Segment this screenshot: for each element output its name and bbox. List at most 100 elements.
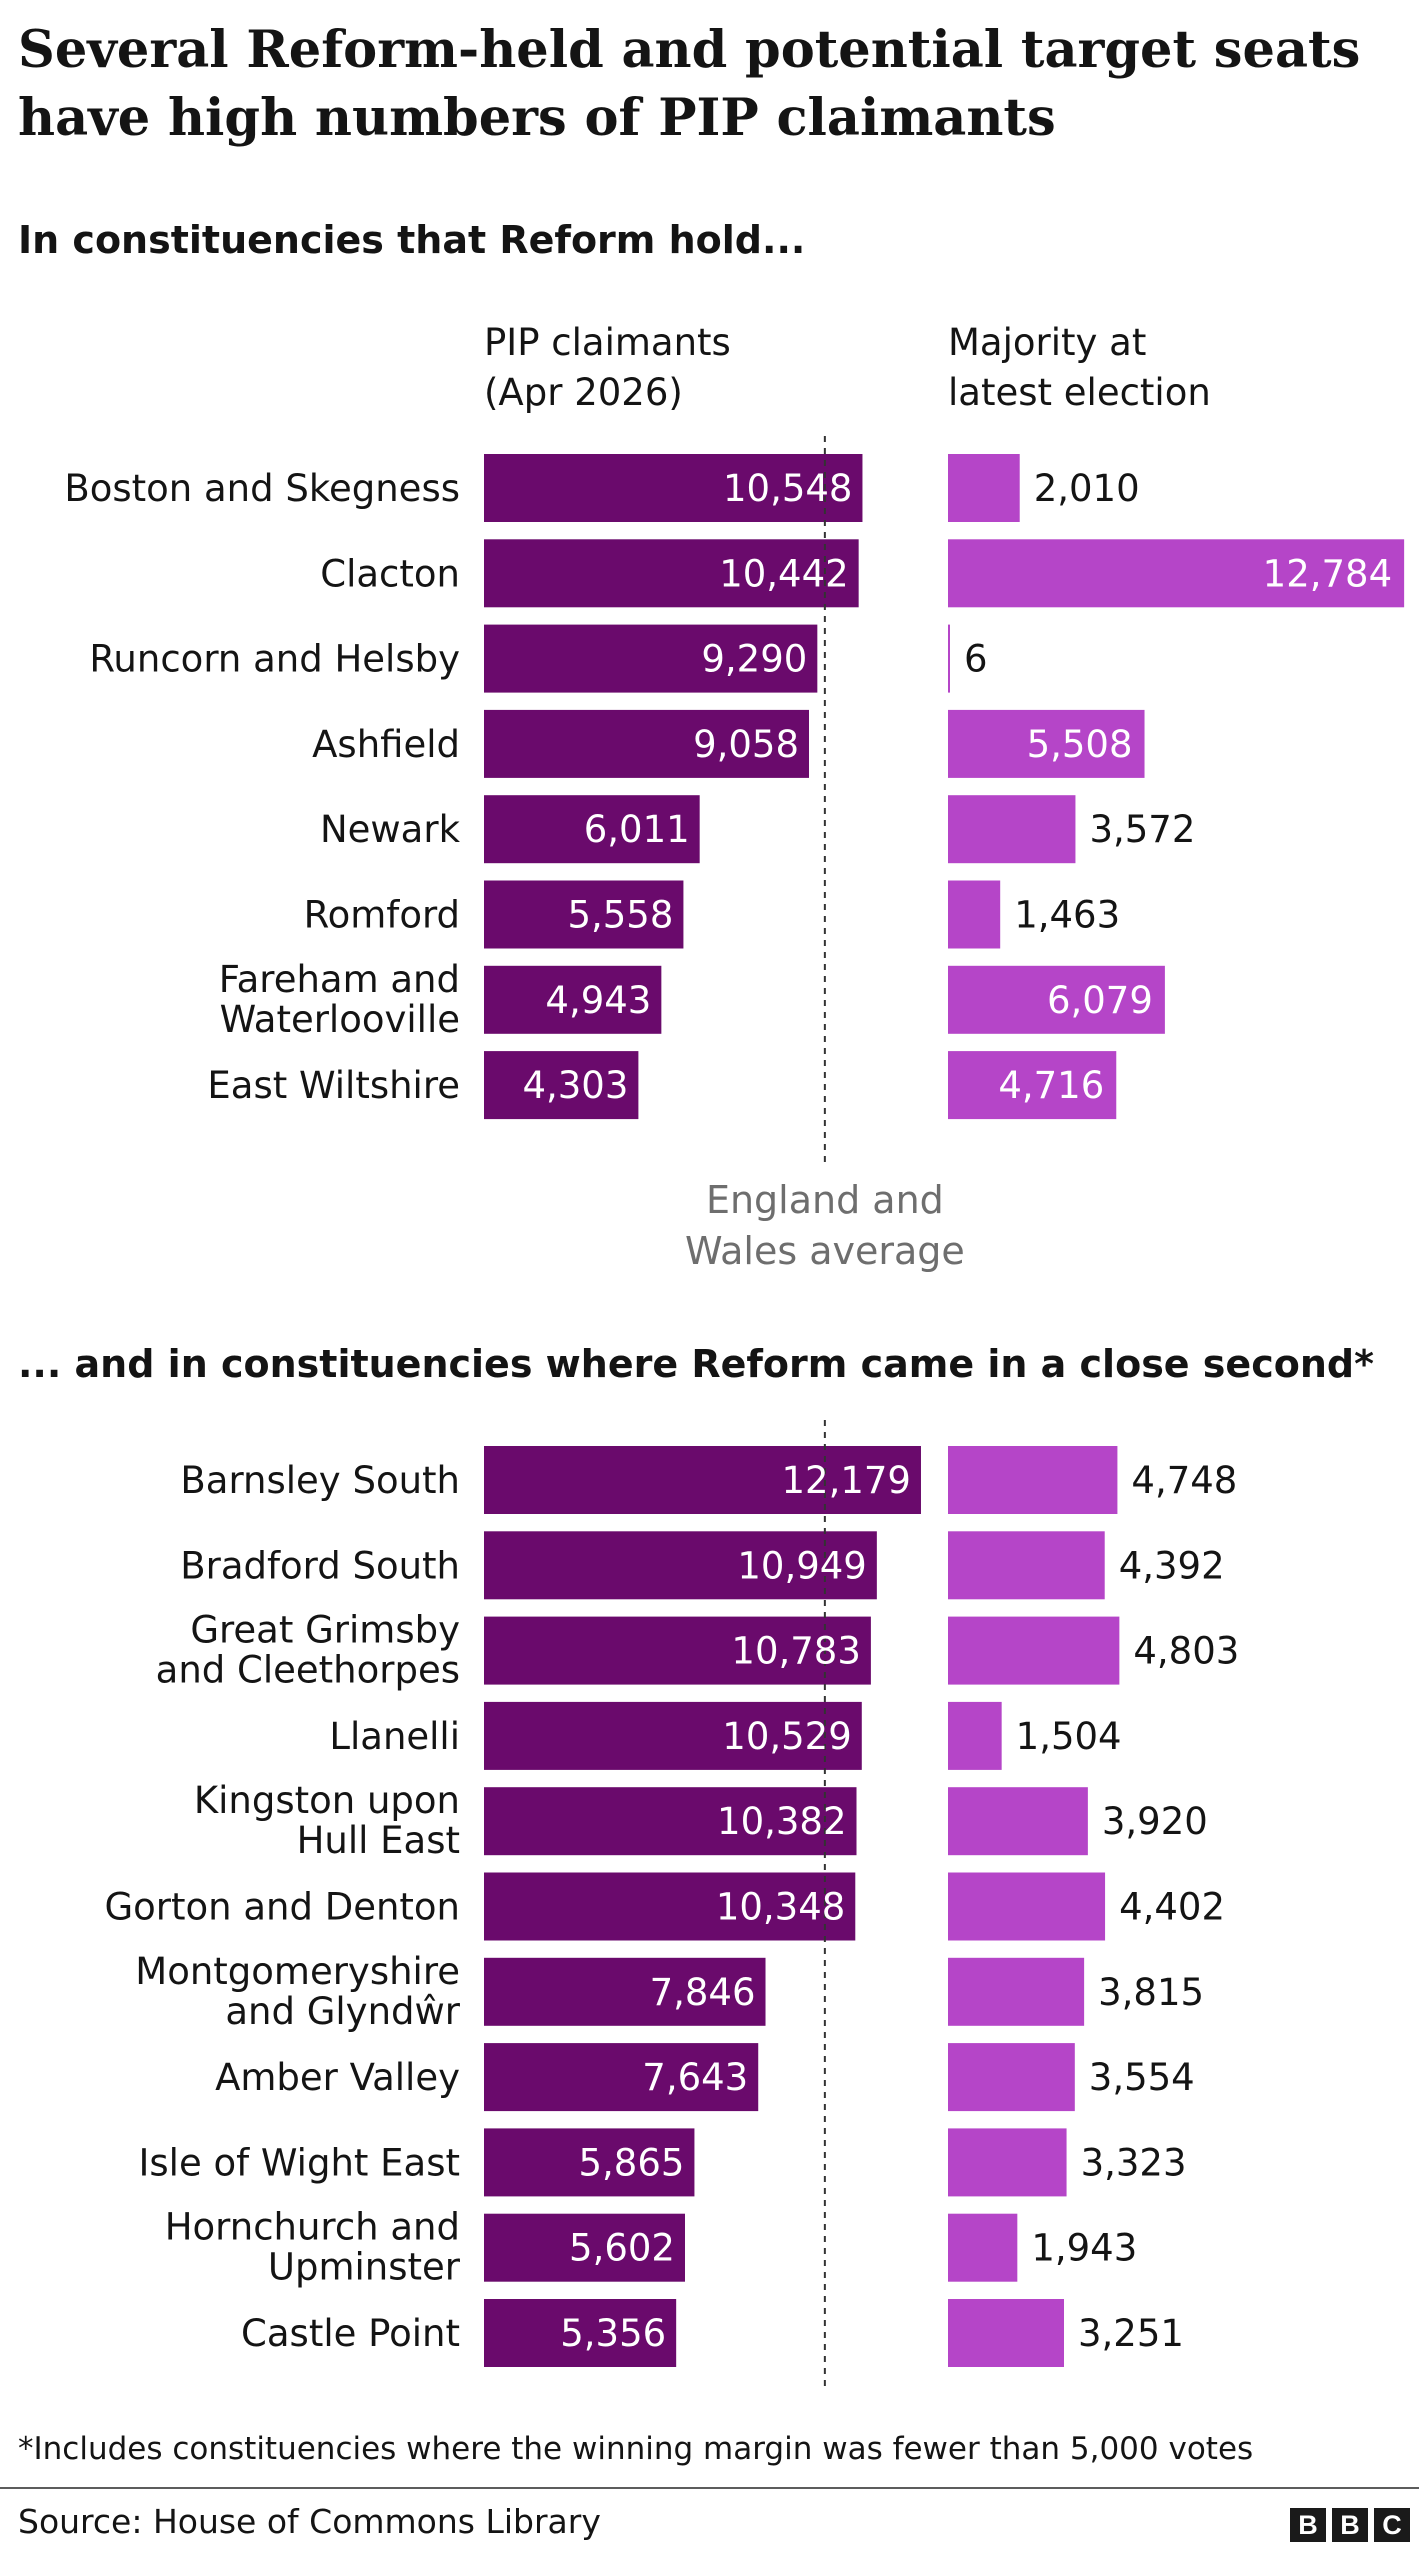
bbc-logo-letter: B — [1332, 2508, 1368, 2542]
constituency-label-line: Upminster — [268, 2246, 461, 2289]
pip-value-label: 5,602 — [569, 2227, 675, 2270]
majority-value-label: 4,392 — [1119, 1544, 1225, 1587]
pip-value-label: 10,348 — [716, 1886, 845, 1929]
constituency-label: Fareham and Waterlooville — [219, 958, 460, 1041]
pip-value-label: 5,558 — [567, 894, 673, 937]
pip-value-label: 6,011 — [584, 808, 690, 851]
constituency-label-line: and Cleethorpes — [156, 1649, 460, 1692]
constituency-label-line: Hornchurch and — [165, 2206, 460, 2249]
pip-bar — [484, 1446, 921, 1514]
labels-layer: Boston and Skegness 10,548 2,010 Clacton 10,… — [64, 467, 1392, 2355]
constituency-label: Hornchurch and Upminster — [165, 2206, 461, 2289]
pip-bar — [484, 1531, 877, 1600]
constituency-label-line: Great Grimsby — [190, 1609, 460, 1652]
majority-column-header: Majority at latest election — [948, 318, 1211, 418]
pip-value-label: 10,783 — [731, 1630, 860, 1673]
pip-bar — [484, 1787, 857, 1856]
pip-value-label: 5,356 — [560, 2312, 666, 2355]
majority-value-label: 6,079 — [1047, 979, 1153, 1022]
pip-bar — [484, 2213, 685, 2282]
constituency-label: Newark — [320, 808, 461, 851]
pip-bar — [484, 624, 818, 693]
pip-value-label: 10,442 — [719, 552, 848, 595]
bbc-logo-letter: B — [1290, 2508, 1326, 2542]
pip-bar — [484, 1051, 639, 1120]
constituency-label-line: Fareham and — [219, 958, 460, 1001]
majority-bar — [948, 880, 1001, 949]
pip-bar — [484, 2128, 695, 2197]
majority-bar — [948, 1701, 1002, 1770]
pip-value-label: 12,179 — [782, 1459, 911, 1502]
pip-value-label: 10,529 — [722, 1715, 851, 1758]
majority-bar — [948, 2299, 1064, 2367]
pip-bar — [484, 880, 684, 949]
constituency-label: Llanelli — [329, 1715, 460, 1758]
pip-bar — [484, 965, 662, 1034]
pip-bar — [484, 1701, 862, 1770]
majority-value-label: 12,784 — [1263, 552, 1392, 595]
section-heading-reform-held: In constituencies that Reform hold... — [18, 218, 806, 262]
pip-value-label: 4,303 — [522, 1064, 628, 1107]
majority-value-label: 3,251 — [1078, 2312, 1184, 2355]
majority-bar — [948, 1787, 1088, 1856]
constituency-label: East Wiltshire — [207, 1064, 460, 1107]
constituency-label: Isle of Wight East — [138, 2141, 460, 2184]
pip-value-label: 10,382 — [717, 1800, 846, 1843]
majority-value-label: 1,943 — [1031, 2227, 1137, 2270]
source-note: Source: House of Commons Library — [18, 2502, 601, 2541]
pip-value-label: 9,058 — [693, 723, 799, 766]
pip-bar — [484, 454, 863, 522]
chart-title: Several Reform-held and potential target… — [18, 20, 1361, 148]
pip-bar — [484, 1872, 856, 1941]
bbc-logo: B B C — [1290, 2508, 1410, 2542]
average-label-line2: Wales average — [685, 1229, 965, 1273]
constituency-label-line: and Glyndŵr — [225, 1990, 460, 2033]
pip-bar — [484, 709, 810, 778]
majority-bar — [948, 965, 1165, 1034]
majority-value-label: 3,815 — [1098, 1971, 1204, 2014]
constituency-label-line: Hull East — [297, 1819, 460, 1862]
majority-value-label: 4,748 — [1131, 1459, 1237, 1502]
constituency-label: Boston and Skegness — [64, 467, 460, 510]
constituency-label: Gorton and Denton — [104, 1886, 460, 1929]
pip-value-label: 5,865 — [578, 2141, 684, 2184]
majority-value-label: 4,716 — [998, 1064, 1104, 1107]
majority-value-label: 3,554 — [1089, 2056, 1195, 2099]
footer-divider — [0, 2487, 1419, 2489]
pip-column-header: PIP claimants (Apr 2026) — [484, 318, 731, 418]
majority-value-label: 3,323 — [1081, 2141, 1187, 2184]
constituency-label-line: Montgomeryshire — [135, 1950, 460, 1993]
majority-bar — [948, 539, 1405, 608]
majority-value-label: 4,803 — [1133, 1630, 1239, 1673]
constituency-label: Bradford South — [180, 1544, 460, 1587]
majority-column-header-line2: latest election — [948, 371, 1211, 414]
pip-bar — [484, 2299, 677, 2367]
pip-value-label: 7,643 — [642, 2056, 748, 2099]
majority-bar — [948, 2128, 1067, 2197]
pip-value-label: 9,290 — [701, 638, 807, 681]
constituency-label: Castle Point — [241, 2312, 460, 2355]
average-label-line1: England and — [706, 1178, 944, 1222]
pip-bar — [484, 1616, 871, 1685]
pip-value-label: 4,943 — [545, 979, 651, 1022]
majority-bar — [948, 624, 950, 693]
majority-bar — [948, 1051, 1117, 1120]
constituency-label: Barnsley South — [180, 1459, 460, 1502]
majority-bar — [948, 454, 1020, 522]
pip-bar — [484, 1957, 766, 2026]
majority-value-label: 1,504 — [1016, 1715, 1122, 1758]
constituency-label: Ashfield — [312, 723, 460, 766]
majority-bar — [948, 2043, 1075, 2112]
constituency-label: Kingston upon Hull East — [194, 1779, 460, 1862]
majority-bar — [948, 1872, 1106, 1941]
majority-bar — [948, 1531, 1105, 1600]
pip-bar — [484, 539, 859, 608]
majority-bar — [948, 795, 1076, 864]
constituency-label-line: Waterlooville — [220, 998, 460, 1041]
pip-value-label: 7,846 — [650, 1971, 756, 2014]
footnote: *Includes constituencies where the winni… — [18, 2431, 1254, 2467]
majority-value-label: 6 — [964, 638, 988, 681]
majority-value-label: 5,508 — [1027, 723, 1133, 766]
majority-bar — [948, 709, 1145, 778]
constituency-label: Great Grimsby and Cleethorpes — [156, 1609, 460, 1692]
